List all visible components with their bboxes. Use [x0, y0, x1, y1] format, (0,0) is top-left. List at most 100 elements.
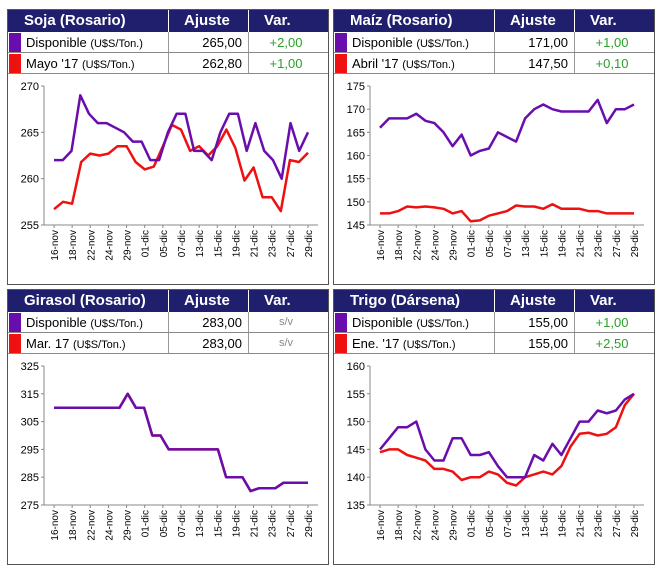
unit-label: (U$S/Ton.) [72, 339, 126, 351]
x-tick-label: 13-dic [521, 230, 532, 257]
x-tick-label: 23-dic [594, 510, 605, 537]
series-swatch [9, 334, 21, 353]
x-tick-label: 22-nov [86, 510, 97, 541]
var-header: Var. [590, 292, 617, 309]
x-tick-label: 27-dic [612, 230, 623, 257]
x-tick-label: 21-dic [576, 230, 587, 257]
var-value: +2,50 [595, 336, 629, 351]
x-tick-label: 29-nov [449, 230, 460, 261]
x-tick-label: 29-dic [304, 510, 315, 537]
series-line-disponible [379, 98, 635, 157]
unit-label: (U$S/Ton.) [416, 38, 469, 50]
y-tick-label: 155 [347, 389, 365, 401]
x-tick-label: 22-nov [412, 510, 423, 541]
x-tick-label: 23-dic [594, 230, 605, 257]
y-tick-label: 265 [21, 127, 39, 139]
x-tick-label: 13-dic [195, 230, 206, 257]
x-tick-label: 15-dic [213, 230, 224, 257]
x-tick-label: 01-dic [467, 510, 478, 537]
chart-title: Trigo (Dársena) [350, 292, 461, 309]
contract-label: Mar. 17 [26, 336, 70, 351]
quote-row: Disponible (U$S/Ton.) 155,00 +1,00 [334, 312, 654, 333]
y-tick-label: 140 [347, 472, 365, 484]
var-header: Var. [590, 12, 617, 29]
ajuste-header: Ajuste [184, 12, 230, 29]
unit-label: (U$S/Ton.) [402, 59, 455, 71]
x-tick-label: 16-nov [50, 510, 61, 541]
y-tick-label: 325 [21, 361, 39, 373]
chart-title: Girasol (Rosario) [24, 292, 146, 309]
chart-panel: Trigo (Dársena) Ajuste Var. Disponible (U$S… [333, 289, 655, 565]
y-tick-label: 170 [347, 104, 365, 116]
line-chart: 145 150 155 160 165 170 175 16-nov 18-nov 22-nov 2… [347, 81, 644, 261]
var-value: s/v [278, 316, 294, 328]
x-tick-label: 19-dic [557, 230, 568, 257]
x-tick-label: 16-nov [376, 510, 387, 541]
x-tick-label: 13-dic [521, 510, 532, 537]
x-tick-label: 29-dic [630, 230, 641, 257]
series-swatch [9, 33, 21, 52]
x-tick-label: 19-dic [231, 510, 242, 537]
x-tick-label: 29-nov [449, 510, 460, 541]
panel-header: Girasol (Rosario) Ajuste Var. [8, 290, 328, 312]
panel-header: Trigo (Dársena) Ajuste Var. [334, 290, 654, 312]
series-swatch [9, 54, 21, 73]
series-swatch [335, 54, 347, 73]
ajuste-value: 283,00 [202, 336, 242, 351]
x-tick-label: 13-dic [195, 510, 206, 537]
y-tick-label: 305 [21, 417, 39, 429]
quote-row: Abril '17 (U$S/Ton.) 147,50 +0,10 [334, 53, 654, 74]
line-chart: 135 140 145 150 155 160 16-nov 18-nov 22-nov 24-n… [347, 361, 644, 541]
var-value: +1,00 [595, 35, 629, 50]
x-tick-label: 27-dic [286, 510, 297, 537]
var-value: +1,00 [269, 56, 303, 71]
unit-label: (U$S/Ton.) [90, 318, 143, 330]
series-swatch [335, 313, 347, 332]
unit-label: (U$S/Ton.) [90, 38, 143, 50]
contract-label: Disponible [352, 315, 413, 330]
y-tick-label: 175 [347, 81, 365, 93]
x-tick-label: 18-nov [68, 230, 79, 261]
x-tick-label: 24-nov [104, 230, 115, 261]
var-value: +1,00 [595, 315, 629, 330]
series-line-futuro [53, 123, 309, 213]
y-tick-label: 160 [347, 151, 365, 163]
x-tick-label: 15-dic [539, 510, 550, 537]
x-tick-label: 15-dic [213, 510, 224, 537]
x-tick-label: 01-dic [141, 510, 152, 537]
y-tick-label: 260 [21, 174, 39, 186]
x-tick-label: 22-nov [86, 230, 97, 261]
contract-label: Disponible [26, 35, 87, 50]
x-tick-label: 07-dic [503, 510, 514, 537]
x-tick-label: 27-dic [612, 510, 623, 537]
contract-label: Mayo '17 [26, 56, 79, 71]
quote-row: Disponible (U$S/Ton.) 283,00 s/v [8, 312, 328, 333]
y-tick-label: 255 [21, 220, 39, 232]
contract-label: Disponible [352, 35, 413, 50]
ajuste-header: Ajuste [510, 292, 556, 309]
line-chart: 255 260 265 270 16-nov 18-nov 22-nov 24-nov 29-n… [21, 81, 318, 261]
chart-title: Maíz (Rosario) [350, 12, 453, 29]
series-line-disponible [54, 392, 308, 493]
x-tick-label: 27-dic [286, 230, 297, 257]
x-tick-label: 24-nov [430, 230, 441, 261]
series-swatch [335, 334, 347, 353]
ajuste-value: 283,00 [202, 315, 242, 330]
contract-label: Abril '17 [352, 56, 399, 71]
unit-label: (U$S/Ton.) [416, 318, 469, 330]
x-tick-label: 18-nov [394, 230, 405, 261]
x-tick-label: 18-nov [394, 510, 405, 541]
ajuste-value: 265,00 [202, 35, 242, 50]
x-tick-label: 16-nov [50, 230, 61, 261]
ajuste-header: Ajuste [510, 12, 556, 29]
panel-header: Maíz (Rosario) Ajuste Var. [334, 10, 654, 32]
y-tick-label: 270 [21, 81, 39, 93]
chart-title: Soja (Rosario) [24, 12, 126, 29]
line-chart: 275 285 295 305 315 325 16-nov 18-nov 22-nov 24-n… [21, 361, 318, 541]
quote-row: Mar. 17 (U$S/Ton.) 283,00 s/v [8, 333, 328, 354]
var-header: Var. [264, 12, 291, 29]
x-tick-label: 07-dic [177, 230, 188, 257]
x-tick-label: 07-dic [503, 230, 514, 257]
y-tick-label: 275 [21, 500, 39, 512]
x-tick-label: 29-dic [630, 510, 641, 537]
